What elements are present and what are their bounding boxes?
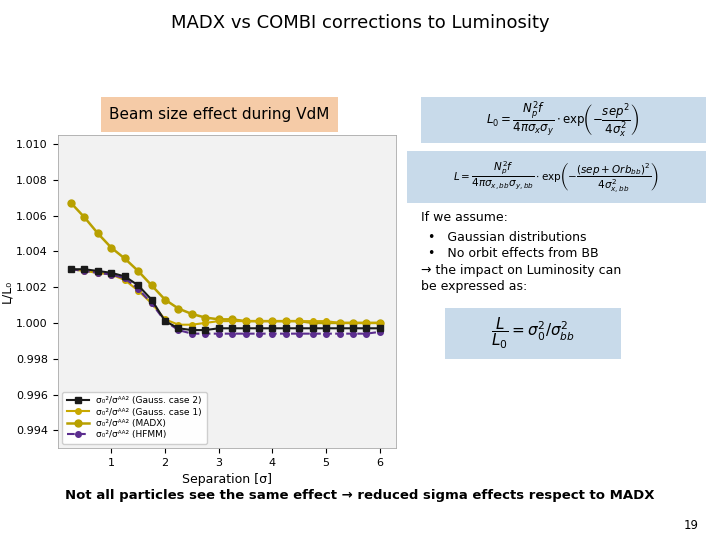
Text: → the impact on Luminosity can: → the impact on Luminosity can bbox=[421, 264, 621, 277]
Legend: σ₀²/σᴬᴬ² (Gauss. case 2), σ₀²/σᴬᴬ² (Gauss. case 1), σ₀²/σᴬᴬ² (MADX), σ₀²/σᴬᴬ² (H: σ₀²/σᴬᴬ² (Gauss. case 2), σ₀²/σᴬᴬ² (Gaus… bbox=[62, 392, 207, 444]
Text: Not all particles see the same effect → reduced sigma effects respect to MADX: Not all particles see the same effect → … bbox=[66, 489, 654, 502]
Text: $L_0 = \dfrac{N_p^2 f}{4\pi\sigma_x\sigma_y} \cdot \exp\!\left(-\dfrac{sep^2}{4\: $L_0 = \dfrac{N_p^2 f}{4\pi\sigma_x\sigm… bbox=[487, 99, 639, 140]
X-axis label: Separation [σ]: Separation [σ] bbox=[181, 474, 271, 487]
Text: MADX vs COMBI corrections to Luminosity: MADX vs COMBI corrections to Luminosity bbox=[171, 14, 549, 31]
Text: $L = \dfrac{N_p^2 f}{4\pi\sigma_{x,bb}\sigma_{y,bb}} \cdot \exp\!\left(-\dfrac{(: $L = \dfrac{N_p^2 f}{4\pi\sigma_{x,bb}\s… bbox=[453, 159, 659, 195]
Text: Beam size effect during VdM: Beam size effect during VdM bbox=[109, 107, 330, 122]
Text: •   Gaussian distributions: • Gaussian distributions bbox=[428, 231, 587, 244]
Text: •   No orbit effects from BB: • No orbit effects from BB bbox=[428, 247, 599, 260]
Y-axis label: L/L₀: L/L₀ bbox=[0, 280, 13, 303]
Text: be expressed as:: be expressed as: bbox=[421, 280, 528, 293]
Text: $\dfrac{L}{L_0} = \sigma_0^2/\sigma_{bb}^2$: $\dfrac{L}{L_0} = \sigma_0^2/\sigma_{bb}… bbox=[491, 315, 575, 351]
Text: 19: 19 bbox=[683, 519, 698, 532]
Text: If we assume:: If we assume: bbox=[421, 211, 508, 224]
